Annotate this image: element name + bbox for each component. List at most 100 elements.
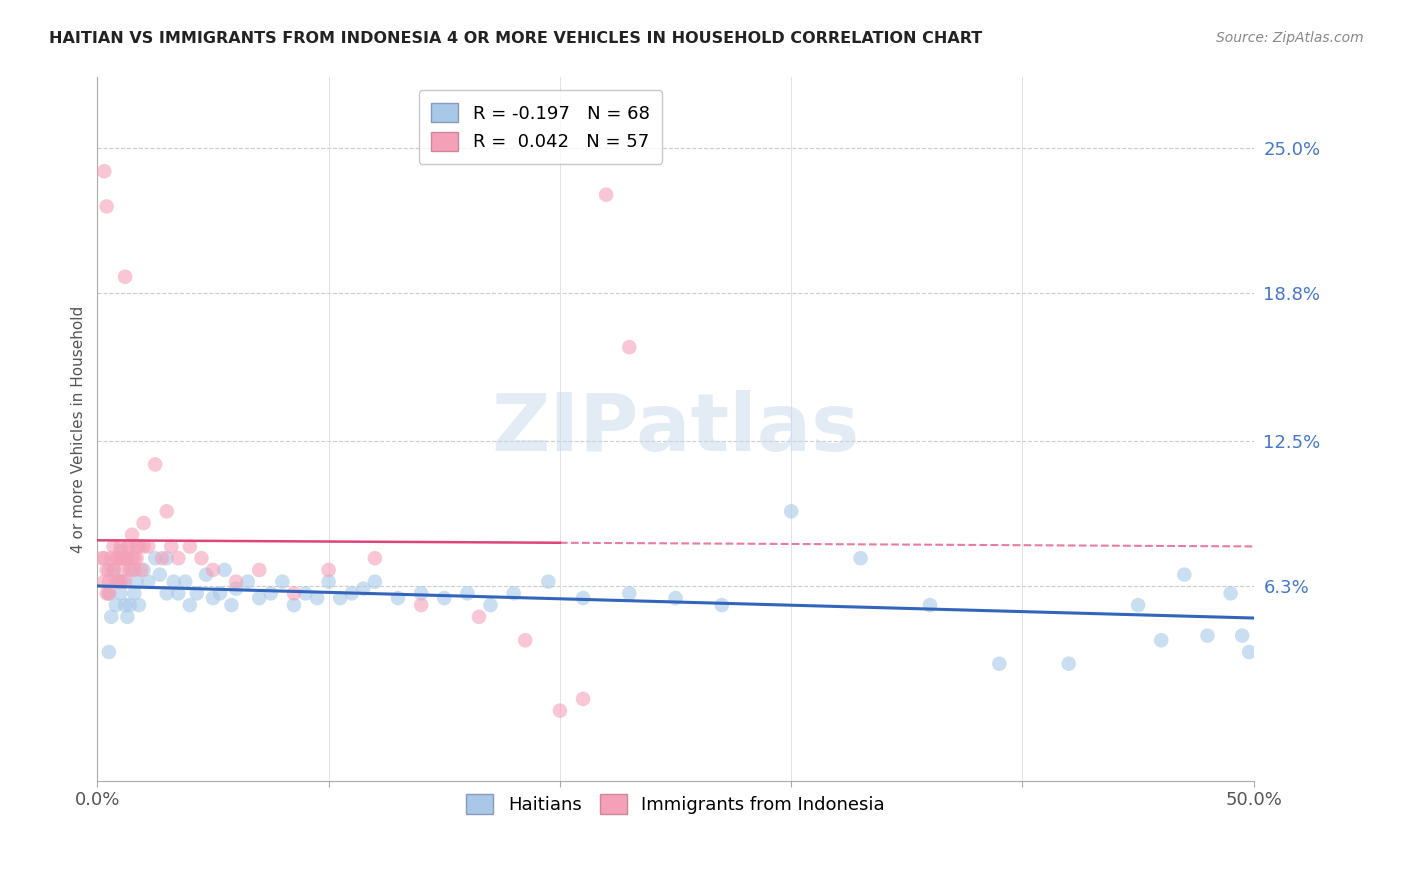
Point xyxy=(143,551,166,566)
Point xyxy=(121,527,143,541)
Point xyxy=(468,610,491,624)
Point xyxy=(97,586,120,600)
Point xyxy=(572,591,595,605)
Point xyxy=(110,574,132,589)
Point xyxy=(97,645,120,659)
Point xyxy=(91,551,114,566)
Point xyxy=(136,540,159,554)
Point xyxy=(107,574,129,589)
Point xyxy=(548,704,571,718)
Point xyxy=(156,504,179,518)
Point xyxy=(195,567,218,582)
Point xyxy=(103,563,125,577)
Point xyxy=(208,586,231,600)
Point xyxy=(125,551,148,566)
Point xyxy=(619,340,641,354)
Point xyxy=(1197,629,1219,643)
Point xyxy=(201,563,224,577)
Point xyxy=(114,551,136,566)
Point xyxy=(988,657,1011,671)
Point xyxy=(318,563,340,577)
Point xyxy=(125,574,148,589)
Point xyxy=(156,586,179,600)
Point xyxy=(117,551,139,566)
Point xyxy=(118,563,141,577)
Point xyxy=(247,591,270,605)
Point xyxy=(100,551,122,566)
Point xyxy=(225,574,247,589)
Point xyxy=(93,574,115,589)
Point xyxy=(114,598,136,612)
Point xyxy=(107,574,129,589)
Point xyxy=(283,598,305,612)
Point xyxy=(1126,598,1149,612)
Point xyxy=(160,540,183,554)
Point xyxy=(352,582,374,596)
Point xyxy=(132,563,155,577)
Point xyxy=(143,458,166,472)
Point xyxy=(515,633,537,648)
Point xyxy=(214,563,236,577)
Point xyxy=(111,551,134,566)
Point xyxy=(103,540,125,554)
Point xyxy=(364,574,387,589)
Point xyxy=(1237,645,1260,659)
Point xyxy=(128,598,150,612)
Point xyxy=(849,551,872,566)
Point xyxy=(97,586,120,600)
Y-axis label: 4 or more Vehicles in Household: 4 or more Vehicles in Household xyxy=(72,306,86,553)
Point xyxy=(104,574,127,589)
Point xyxy=(1057,657,1080,671)
Point xyxy=(100,610,122,624)
Point xyxy=(307,591,329,605)
Point xyxy=(96,199,118,213)
Point xyxy=(167,586,190,600)
Point xyxy=(118,540,141,554)
Point xyxy=(124,586,146,600)
Point xyxy=(318,574,340,589)
Point xyxy=(456,586,478,600)
Point xyxy=(124,551,146,566)
Point xyxy=(1219,586,1241,600)
Point xyxy=(225,582,247,596)
Point xyxy=(97,574,120,589)
Point xyxy=(132,540,155,554)
Point xyxy=(117,610,139,624)
Point xyxy=(125,540,148,554)
Point xyxy=(502,586,524,600)
Point xyxy=(129,563,152,577)
Point xyxy=(595,187,617,202)
Point xyxy=(433,591,456,605)
Point xyxy=(179,540,201,554)
Point xyxy=(201,591,224,605)
Point xyxy=(1150,633,1173,648)
Point xyxy=(283,586,305,600)
Point xyxy=(132,516,155,530)
Point xyxy=(156,551,179,566)
Point xyxy=(247,563,270,577)
Point xyxy=(710,598,733,612)
Point xyxy=(128,540,150,554)
Point xyxy=(117,540,139,554)
Point xyxy=(114,269,136,284)
Point xyxy=(572,692,595,706)
Point xyxy=(411,598,433,612)
Point xyxy=(664,591,686,605)
Point xyxy=(619,586,641,600)
Point xyxy=(93,551,115,566)
Point xyxy=(364,551,387,566)
Point xyxy=(167,551,190,566)
Point xyxy=(163,574,186,589)
Point xyxy=(186,586,208,600)
Point xyxy=(271,574,294,589)
Text: HAITIAN VS IMMIGRANTS FROM INDONESIA 4 OR MORE VEHICLES IN HOUSEHOLD CORRELATION: HAITIAN VS IMMIGRANTS FROM INDONESIA 4 O… xyxy=(49,31,983,46)
Point xyxy=(149,567,172,582)
Point xyxy=(121,551,143,566)
Point xyxy=(1230,629,1253,643)
Point xyxy=(110,551,132,566)
Point xyxy=(93,164,115,178)
Point xyxy=(329,591,352,605)
Point xyxy=(150,551,173,566)
Point xyxy=(103,563,125,577)
Point xyxy=(479,598,502,612)
